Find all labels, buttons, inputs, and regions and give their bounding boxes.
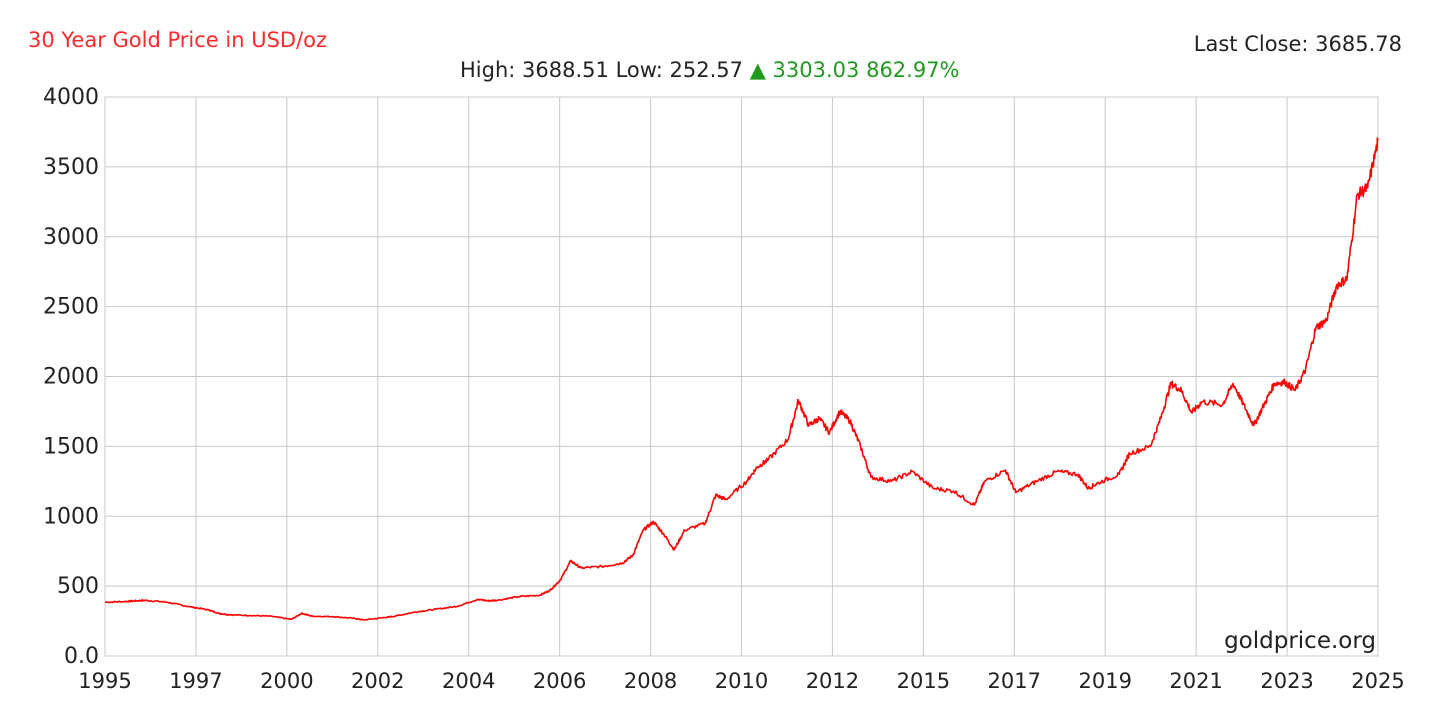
x-tick-label: 2017 [988, 669, 1041, 693]
x-tick-label: 2002 [351, 669, 404, 693]
y-tick-label: 3000 [43, 225, 99, 250]
y-tick-label: 500 [57, 574, 99, 599]
x-tick-label: 2012 [806, 669, 859, 693]
price-line [105, 137, 1379, 621]
chart-title: 30 Year Gold Price in USD/oz [28, 28, 328, 52]
y-tick-label: 1500 [43, 434, 99, 459]
y-tick-label: 2000 [43, 365, 99, 390]
x-tick-label: 2010 [715, 669, 768, 693]
watermark-label: goldprice.org [1224, 628, 1376, 654]
x-tick-label: 2021 [1169, 669, 1222, 693]
price-stats: High: 3688.51 Low: 252.57 ▲ 3303.03 862.… [460, 58, 960, 82]
x-tick-label: 2023 [1260, 669, 1313, 693]
x-tick-label: 2019 [1078, 669, 1131, 693]
x-tick-label: 2006 [533, 669, 586, 693]
change-percent: 862.97% [866, 58, 960, 82]
x-tick-label: 2025 [1351, 669, 1404, 693]
x-tick-label: 2015 [897, 669, 950, 693]
y-tick-label: 1000 [43, 504, 99, 529]
high-label: High: [460, 58, 516, 82]
change-arrow-icon: ▲ [749, 58, 766, 82]
x-tick-label: 2008 [624, 669, 677, 693]
x-tick-label: 2004 [442, 669, 495, 693]
low-label: Low: [615, 58, 663, 82]
x-tick-label: 2000 [260, 669, 313, 693]
y-tick-label: 4000 [43, 85, 99, 110]
last-close-label: Last Close: 3685.78 [1193, 32, 1402, 56]
high-value: 3688.51 [522, 58, 609, 82]
y-tick-label: 0.0 [64, 644, 99, 669]
low-value: 252.57 [669, 58, 744, 82]
y-tick-label: 2500 [43, 295, 99, 320]
change-value: 3303.03 [772, 58, 860, 82]
x-tick-label: 1997 [169, 669, 222, 693]
x-tick-label: 1995 [78, 669, 131, 693]
y-tick-label: 3500 [43, 155, 99, 180]
